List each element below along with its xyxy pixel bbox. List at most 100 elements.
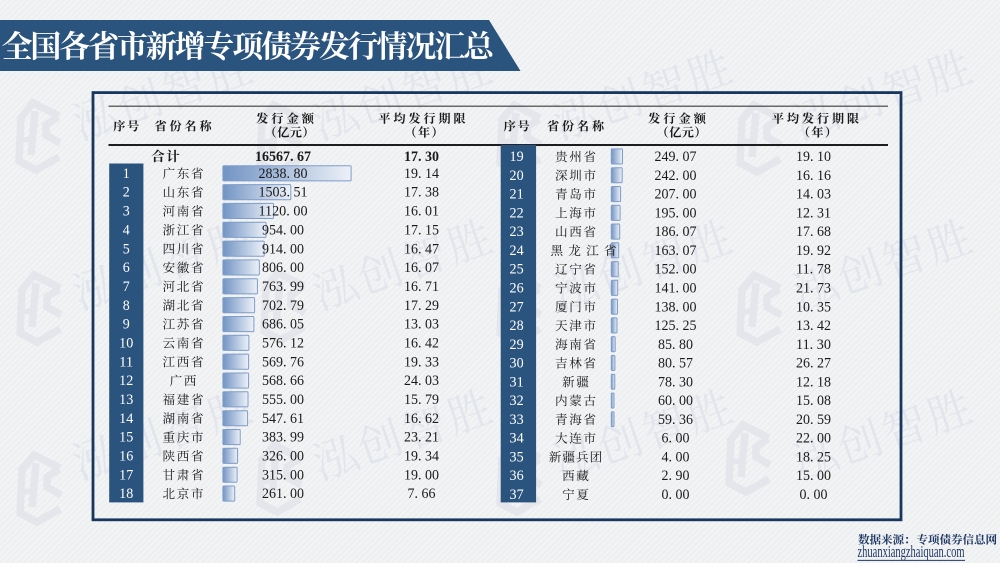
svg-text:20. 59: 20. 59 <box>796 411 831 428</box>
svg-text:19. 00: 19. 00 <box>404 466 439 483</box>
svg-text:15: 15 <box>119 429 133 446</box>
svg-text:9: 9 <box>123 316 130 333</box>
svg-text:24: 24 <box>510 242 524 259</box>
svg-text:6. 00: 6. 00 <box>662 430 690 447</box>
svg-text:26: 26 <box>510 279 524 296</box>
svg-text:24. 03: 24. 03 <box>404 372 439 389</box>
svg-text:78. 30: 78. 30 <box>658 373 693 390</box>
svg-text:555. 00: 555. 00 <box>262 391 304 408</box>
svg-text:10. 35: 10. 35 <box>796 298 831 315</box>
svg-text:19: 19 <box>510 148 524 165</box>
svg-text:186. 07: 186. 07 <box>655 223 697 240</box>
svg-text:2: 2 <box>123 184 130 201</box>
svg-text:195. 00: 195. 00 <box>655 204 697 221</box>
svg-text:18. 25: 18. 25 <box>796 448 831 465</box>
svg-text:19. 10: 19. 10 <box>796 148 831 165</box>
svg-text:0. 00: 0. 00 <box>800 486 828 503</box>
svg-text:242. 00: 242. 00 <box>655 167 697 184</box>
svg-text:19. 92: 19. 92 <box>796 242 831 259</box>
svg-text:207. 00: 207. 00 <box>655 186 697 203</box>
svg-text:60. 00: 60. 00 <box>658 392 693 409</box>
svg-text:17: 17 <box>119 466 133 483</box>
svg-text:21. 73: 21. 73 <box>796 279 831 296</box>
svg-text:686. 05: 686. 05 <box>262 316 304 333</box>
svg-text:80. 57: 80. 57 <box>658 355 693 372</box>
svg-text:17. 38: 17. 38 <box>404 184 439 201</box>
svg-text:16. 71: 16. 71 <box>404 278 439 295</box>
svg-text:3: 3 <box>123 203 130 220</box>
svg-text:13: 13 <box>119 391 133 408</box>
svg-text:1503. 51: 1503. 51 <box>258 184 307 201</box>
svg-text:35: 35 <box>510 448 524 465</box>
svg-text:383. 99: 383. 99 <box>262 429 304 446</box>
svg-text:8: 8 <box>123 297 130 314</box>
svg-text:16. 01: 16. 01 <box>404 203 439 220</box>
svg-text:138. 00: 138. 00 <box>655 298 697 315</box>
svg-text:141. 00: 141. 00 <box>655 279 697 296</box>
svg-text:13. 03: 13. 03 <box>404 316 439 333</box>
svg-text:16. 42: 16. 42 <box>404 334 439 351</box>
svg-text:15. 79: 15. 79 <box>404 391 439 408</box>
svg-text:17. 15: 17. 15 <box>404 221 439 238</box>
svg-text:569. 76: 569. 76 <box>262 353 304 370</box>
svg-text:11. 78: 11. 78 <box>796 261 831 278</box>
svg-text:37: 37 <box>510 486 524 503</box>
svg-text:152. 00: 152. 00 <box>655 261 697 278</box>
svg-text:5: 5 <box>123 240 130 257</box>
svg-text:7. 66: 7. 66 <box>408 485 436 502</box>
svg-text:23. 21: 23. 21 <box>404 429 439 446</box>
svg-text:315. 00: 315. 00 <box>262 466 304 483</box>
svg-text:2838. 80: 2838. 80 <box>258 165 307 182</box>
svg-text:59. 36: 59. 36 <box>658 411 693 428</box>
svg-text:0. 00: 0. 00 <box>662 486 690 503</box>
svg-text:547. 61: 547. 61 <box>262 410 304 427</box>
svg-text:22. 00: 22. 00 <box>796 430 831 447</box>
svg-text:17. 30: 17. 30 <box>404 148 439 165</box>
svg-text:18: 18 <box>119 485 133 502</box>
svg-text:30: 30 <box>510 355 524 372</box>
svg-text:22: 22 <box>510 204 524 221</box>
svg-text:125. 25: 125. 25 <box>655 317 697 334</box>
svg-text:7: 7 <box>123 278 130 295</box>
svg-text:568. 66: 568. 66 <box>262 372 304 389</box>
svg-text:16. 62: 16. 62 <box>404 410 439 427</box>
svg-text:10: 10 <box>119 334 133 351</box>
svg-text:26. 27: 26. 27 <box>796 355 831 372</box>
svg-text:249. 07: 249. 07 <box>655 148 697 165</box>
svg-text:4: 4 <box>123 221 130 238</box>
svg-text:1: 1 <box>123 165 130 182</box>
svg-text:12. 31: 12. 31 <box>796 204 831 221</box>
svg-text:17. 29: 17. 29 <box>404 297 439 314</box>
svg-text:1120. 00: 1120. 00 <box>258 203 307 220</box>
svg-text:19. 34: 19. 34 <box>404 448 439 465</box>
svg-text:14: 14 <box>119 410 133 427</box>
svg-text:15. 00: 15. 00 <box>796 467 831 484</box>
svg-text:19. 33: 19. 33 <box>404 353 439 370</box>
svg-text:163. 07: 163. 07 <box>655 242 697 259</box>
svg-text:14. 03: 14. 03 <box>796 186 831 203</box>
svg-text:16567. 67: 16567. 67 <box>255 148 311 165</box>
svg-text:16. 07: 16. 07 <box>404 259 439 276</box>
svg-text:261. 00: 261. 00 <box>262 485 304 502</box>
svg-text:16: 16 <box>119 448 133 465</box>
svg-text:4. 00: 4. 00 <box>662 448 690 465</box>
svg-text:21: 21 <box>510 186 524 203</box>
svg-text:12. 18: 12. 18 <box>796 373 831 390</box>
svg-text:27: 27 <box>510 298 524 315</box>
svg-text:34: 34 <box>510 430 524 447</box>
svg-text:576. 12: 576. 12 <box>262 334 304 351</box>
svg-text:19. 14: 19. 14 <box>404 165 439 182</box>
svg-text:13. 42: 13. 42 <box>796 317 831 334</box>
svg-text:16. 47: 16. 47 <box>404 240 439 257</box>
svg-text:23: 23 <box>510 223 524 240</box>
svg-text:954. 00: 954. 00 <box>262 221 304 238</box>
svg-text:914. 00: 914. 00 <box>262 240 304 257</box>
svg-text:25: 25 <box>510 261 524 278</box>
svg-text:11. 30: 11. 30 <box>796 336 831 353</box>
svg-text:28: 28 <box>510 317 524 334</box>
svg-text:29: 29 <box>510 336 524 353</box>
svg-text:zhuanxiangzhaiquan.com: zhuanxiangzhaiquan.com <box>858 542 965 561</box>
svg-text:763. 99: 763. 99 <box>262 278 304 295</box>
svg-text:11: 11 <box>119 353 133 370</box>
svg-text:36: 36 <box>510 467 524 484</box>
